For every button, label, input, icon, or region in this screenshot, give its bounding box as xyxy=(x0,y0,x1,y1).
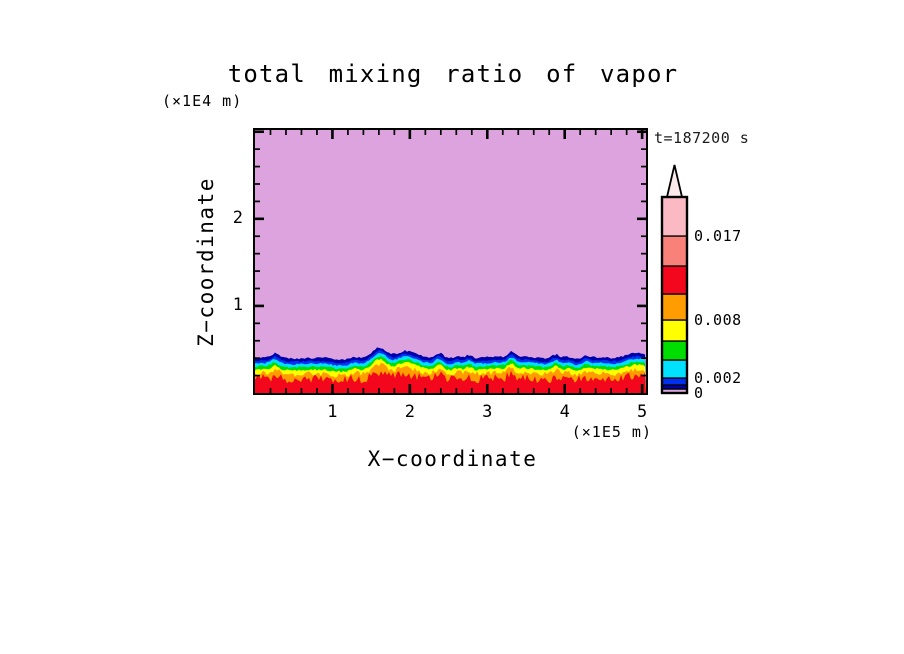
plot-canvas xyxy=(255,130,646,393)
x-axis-unit-label: (×1E5 m) xyxy=(571,423,652,441)
z-axis-title: Z−coordinate xyxy=(194,177,218,347)
z-axis-unit-label: (×1E4 m) xyxy=(162,92,243,110)
plot-title: total mixing ratio of vapor xyxy=(227,60,679,88)
colorbar-label: 0 xyxy=(694,384,704,402)
x-axis-title: X−coordinate xyxy=(367,447,538,471)
colorbar-label: 0.017 xyxy=(694,227,742,245)
x-tick-label: 3 xyxy=(482,402,493,422)
z-tick-label: 2 xyxy=(232,207,243,228)
plot-area xyxy=(253,128,648,395)
x-tick-label: 2 xyxy=(404,402,415,422)
colorbar-canvas xyxy=(660,164,689,395)
x-tick-label: 4 xyxy=(559,402,570,422)
x-tick-label: 1 xyxy=(327,402,338,422)
z-tick-label: 1 xyxy=(232,294,243,315)
x-tick-label: 5 xyxy=(637,402,648,422)
time-label: t=187200 s xyxy=(654,129,750,147)
colorbar-label: 0.002 xyxy=(694,369,742,387)
colorbar-label: 0.008 xyxy=(694,311,742,329)
